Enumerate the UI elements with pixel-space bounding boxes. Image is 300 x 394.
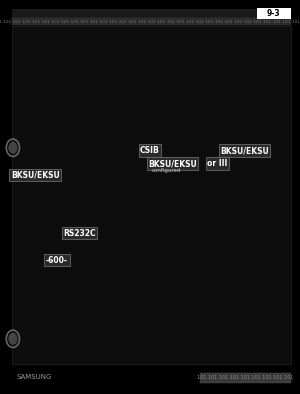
Text: BKSU/EKSU: BKSU/EKSU <box>148 159 197 168</box>
Text: RS232C: RS232C <box>63 229 96 238</box>
Text: 101 101 101 101 101 101 101 101 101: 101 101 101 101 101 101 101 101 101 <box>197 375 294 380</box>
Text: BKSU/EKSU: BKSU/EKSU <box>220 146 269 155</box>
Text: or III: or III <box>207 159 228 168</box>
Text: -600-: -600- <box>46 256 68 264</box>
Text: CSIB: CSIB <box>140 146 160 155</box>
Circle shape <box>8 333 17 345</box>
Circle shape <box>8 142 17 154</box>
Text: 101 101 101 101 101 101 101 101 101 101 101 101 101 101 101 101 101 101 101 101 : 101 101 101 101 101 101 101 101 101 101 … <box>0 20 300 24</box>
FancyBboxPatch shape <box>12 9 291 18</box>
FancyBboxPatch shape <box>12 18 291 25</box>
Text: SAMSUNG: SAMSUNG <box>16 374 52 381</box>
Text: BKSU/EKSU: BKSU/EKSU <box>11 171 60 180</box>
FancyBboxPatch shape <box>200 373 291 383</box>
Text: configured: configured <box>152 168 181 173</box>
FancyBboxPatch shape <box>12 26 291 364</box>
FancyBboxPatch shape <box>256 8 291 19</box>
Text: 9-3: 9-3 <box>267 9 280 18</box>
